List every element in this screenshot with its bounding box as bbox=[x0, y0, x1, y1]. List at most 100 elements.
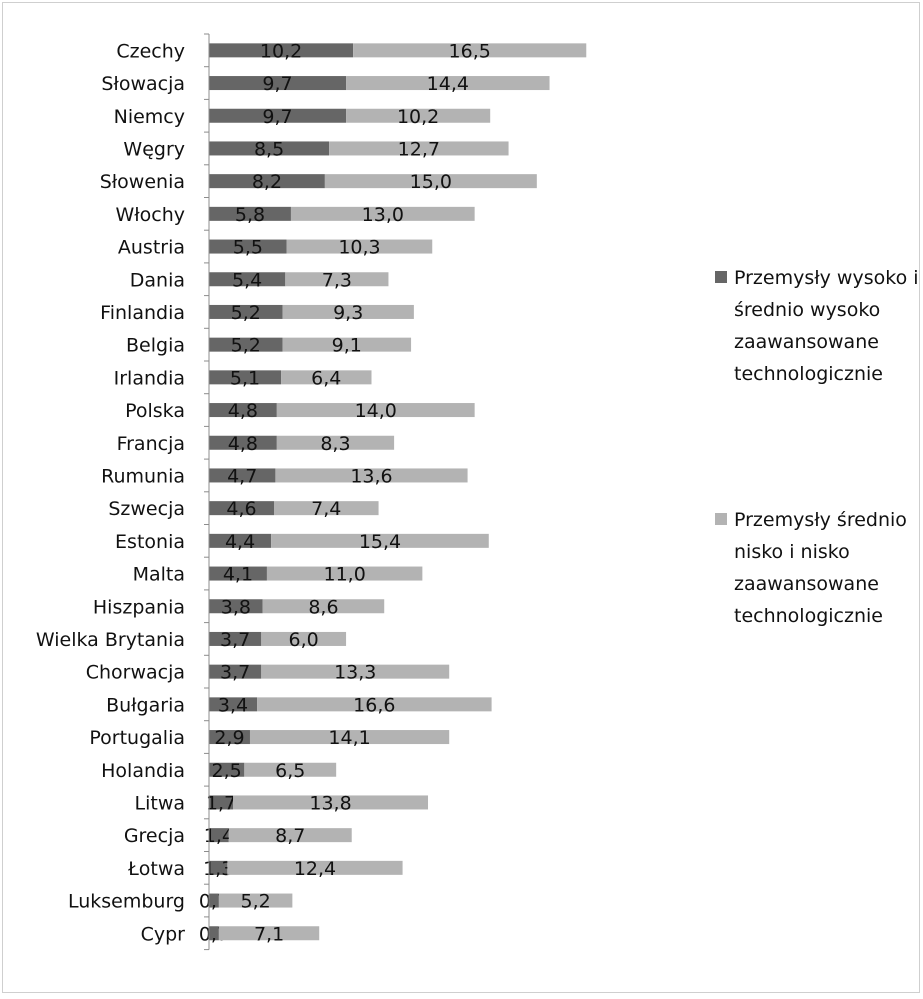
bar-low-tech bbox=[276, 435, 395, 450]
legend-label: Przemysły średnio bbox=[734, 509, 907, 531]
data-label-low-tech: 8,6 bbox=[308, 596, 338, 618]
data-label-high-tech: 5,8 bbox=[235, 204, 265, 226]
bar-high-tech bbox=[209, 141, 330, 156]
data-label-low-tech: 14,4 bbox=[427, 73, 469, 95]
data-label-low-tech: 13,8 bbox=[309, 792, 351, 814]
category-label: Węgry bbox=[123, 138, 185, 160]
data-label-low-tech: 14,0 bbox=[355, 400, 397, 422]
bar-low-tech bbox=[228, 828, 352, 843]
bar-high-tech bbox=[209, 370, 282, 385]
bar-high-tech bbox=[209, 403, 277, 418]
category-label: Włochy bbox=[115, 204, 185, 226]
bar-low-tech bbox=[273, 501, 379, 516]
data-label-low-tech: 15,4 bbox=[359, 531, 401, 553]
bar-high-tech bbox=[209, 337, 283, 352]
data-label-high-tech: 4,7 bbox=[227, 465, 257, 487]
legend-swatch bbox=[715, 271, 727, 283]
bar-high-tech bbox=[209, 730, 250, 745]
bar-high-tech bbox=[209, 533, 272, 548]
bar-high-tech bbox=[209, 501, 274, 516]
category-label: Litwa bbox=[135, 792, 186, 814]
data-label-high-tech: 5,2 bbox=[231, 302, 261, 324]
category-label: Szwecja bbox=[108, 498, 185, 520]
data-label-low-tech: 8,3 bbox=[320, 433, 350, 455]
category-label: Finlandia bbox=[100, 302, 185, 324]
bar-low-tech bbox=[346, 76, 550, 91]
bar-low-tech bbox=[262, 599, 385, 614]
category-label: Czechy bbox=[116, 40, 185, 62]
data-label-high-tech: 4,4 bbox=[225, 531, 255, 553]
data-label-low-tech: 6,0 bbox=[289, 629, 319, 651]
bar-low-tech bbox=[218, 926, 320, 941]
data-label-low-tech: 9,1 bbox=[332, 335, 362, 357]
data-label-low-tech: 8,7 bbox=[275, 825, 305, 847]
data-label-high-tech: 5,2 bbox=[231, 335, 261, 357]
category-label: Bułgaria bbox=[106, 694, 185, 716]
bar-high-tech bbox=[209, 239, 287, 254]
bar-high-tech bbox=[209, 108, 347, 123]
data-label-high-tech: 4,1 bbox=[223, 564, 253, 586]
bar-low-tech bbox=[257, 697, 492, 712]
data-label-high-tech: 4,8 bbox=[228, 433, 258, 455]
data-label-low-tech: 6,4 bbox=[311, 367, 341, 389]
data-label-high-tech: 1,4 bbox=[204, 825, 234, 847]
data-label-high-tech: 10,2 bbox=[260, 40, 302, 62]
bar-high-tech bbox=[209, 566, 267, 581]
bar-high-tech bbox=[209, 272, 286, 287]
legend-swatch bbox=[715, 513, 727, 525]
bar-high-tech bbox=[209, 860, 228, 875]
category-label: Niemcy bbox=[114, 106, 185, 128]
data-label-low-tech: 12,7 bbox=[398, 138, 440, 160]
data-label-high-tech: 2,9 bbox=[214, 727, 244, 749]
bar-low-tech bbox=[286, 239, 433, 254]
data-label-low-tech: 7,1 bbox=[254, 923, 284, 945]
legend-label: zaawansowane bbox=[734, 331, 879, 353]
legend-label: średnio wysoko bbox=[734, 299, 880, 321]
bar-low-tech bbox=[218, 893, 293, 908]
bar-low-tech bbox=[290, 206, 475, 221]
data-label-low-tech: 15,0 bbox=[410, 171, 452, 193]
data-label-low-tech: 12,4 bbox=[294, 858, 336, 880]
category-label: Słowacja bbox=[101, 73, 185, 95]
bar-high-tech bbox=[209, 304, 283, 319]
data-label-high-tech: 3,7 bbox=[220, 662, 250, 684]
data-label-low-tech: 6,5 bbox=[275, 760, 305, 782]
bar-high-tech bbox=[209, 762, 245, 777]
category-label: Irlandia bbox=[114, 367, 185, 389]
data-label-low-tech: 10,2 bbox=[397, 106, 439, 128]
bar-low-tech bbox=[281, 370, 372, 385]
bar-low-tech bbox=[346, 108, 491, 123]
category-label: Rumunia bbox=[101, 465, 185, 487]
data-label-high-tech: 5,1 bbox=[230, 367, 260, 389]
data-label-low-tech: 16,5 bbox=[449, 40, 491, 62]
data-label-low-tech: 13,0 bbox=[362, 204, 404, 226]
stacked-bar-chart: Czechy 10,2 16,5 Słowacja 9,7 14,4 Niemcy 9,7 10… bbox=[36, 33, 919, 951]
bar-low-tech bbox=[282, 337, 412, 352]
bar-low-tech bbox=[249, 730, 450, 745]
data-label-low-tech: 13,6 bbox=[350, 465, 392, 487]
bar-high-tech bbox=[209, 664, 262, 679]
data-label-low-tech: 9,3 bbox=[333, 302, 363, 324]
bar-low-tech bbox=[244, 762, 337, 777]
data-label-high-tech: 8,2 bbox=[252, 171, 282, 193]
bar-high-tech bbox=[209, 697, 258, 712]
bar-high-tech bbox=[209, 599, 263, 614]
data-label-high-tech: 1,7 bbox=[206, 792, 236, 814]
category-label: Holandia bbox=[101, 760, 185, 782]
bar-low-tech bbox=[275, 468, 468, 483]
bar-low-tech bbox=[261, 664, 450, 679]
data-label-high-tech: 2,5 bbox=[212, 760, 242, 782]
data-label-low-tech: 7,3 bbox=[322, 269, 352, 291]
data-label-high-tech: 5,4 bbox=[232, 269, 262, 291]
bar-low-tech bbox=[324, 174, 537, 189]
bar-low-tech bbox=[282, 304, 414, 319]
category-label: Dania bbox=[130, 269, 185, 291]
bar-high-tech bbox=[209, 43, 354, 58]
category-label: Wielka Brytania bbox=[36, 629, 185, 651]
bar-high-tech bbox=[209, 206, 291, 221]
category-label: Belgia bbox=[126, 335, 185, 357]
category-label: Łotwa bbox=[127, 858, 185, 880]
bar-low-tech bbox=[227, 860, 403, 875]
data-label-high-tech: 9,7 bbox=[262, 106, 292, 128]
